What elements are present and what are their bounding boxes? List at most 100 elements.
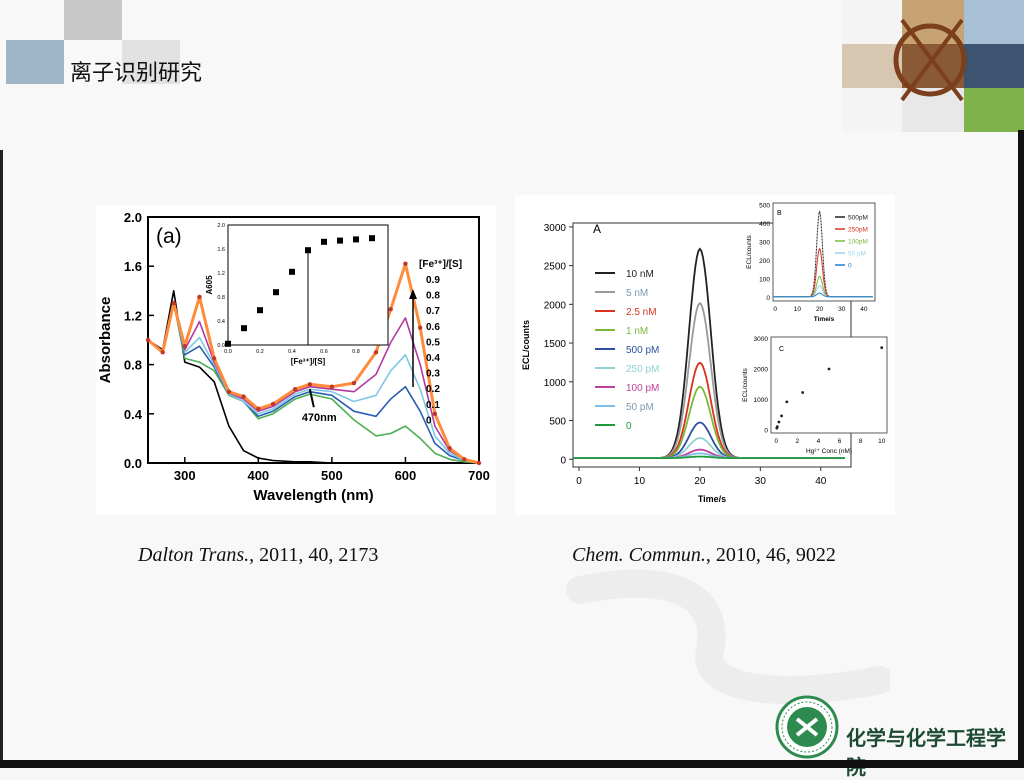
inset-c-frame — [770, 336, 888, 434]
series-point — [160, 350, 165, 355]
inset-point — [273, 289, 279, 296]
inset-x-axis-label: [Fe³⁺]/[S] — [291, 357, 326, 366]
legend-value: 0.9 — [426, 275, 440, 286]
inset-b-y-tick-label: 0 — [766, 295, 770, 302]
inset-point — [369, 235, 375, 242]
y-tick-label: 2500 — [544, 262, 567, 273]
inset-point — [241, 325, 247, 332]
inset-c-point — [780, 414, 783, 418]
panel-label: (a) — [156, 225, 182, 248]
inset-c-x-tick-label: 8 — [859, 438, 863, 445]
legend-value: 0.5 — [426, 337, 440, 348]
inset-c-x-axis-label: Hg²⁺ Conc (nM) — [806, 448, 852, 455]
inset-y-tick-label: 1.6 — [217, 247, 225, 253]
inset-point — [289, 268, 295, 275]
y-tick-label: 1.2 — [124, 308, 142, 323]
y-tick-label: 0.4 — [124, 407, 143, 422]
decor-square-blue — [6, 40, 64, 84]
legend-value: 0.6 — [426, 322, 440, 333]
y-tick-label: 500 — [549, 417, 566, 428]
frame-left — [0, 150, 3, 762]
y-axis-label: ECL/counts — [521, 320, 531, 370]
x-tick-label: 0 — [576, 476, 582, 487]
caption-left: Dalton Trans., 2011, 40, 2173 — [138, 544, 378, 567]
inset-point — [321, 238, 327, 245]
y-tick-label: 2000 — [544, 300, 567, 311]
series-line — [147, 302, 480, 464]
x-axis-label: Wavelength (nm) — [253, 487, 373, 504]
legend-label: 2.5 nM — [626, 307, 657, 318]
inset-x-tick-label: 0.4 — [288, 349, 296, 355]
inset-b-y-tick-label: 100 — [759, 276, 770, 283]
inset-c-point — [785, 400, 789, 404]
inset-b-x-tick-label: 20 — [816, 306, 824, 313]
inset-c-x-tick-label: 0 — [774, 438, 778, 445]
series-point — [351, 380, 357, 386]
x-tick-label: 300 — [174, 468, 196, 483]
legend-label: 10 nM — [626, 269, 654, 280]
inset-x-tick-label: 0.8 — [352, 349, 360, 355]
series-point — [388, 307, 393, 312]
series-point — [226, 389, 232, 394]
caption-right-journal: Chem. Commun. — [572, 544, 706, 566]
inset-x-tick-label: 0.2 — [256, 349, 264, 355]
inset-y-axis-label: A605 — [205, 275, 214, 295]
inset-y-tick-label: 1.2 — [217, 271, 225, 277]
series-point — [171, 300, 176, 306]
inset-point — [257, 307, 263, 314]
series-point — [403, 261, 408, 266]
inset-c-y-tick-label: 1000 — [754, 397, 769, 404]
inset-y-tick-label: 0.0 — [217, 343, 225, 349]
x-tick-label: 20 — [694, 476, 706, 487]
inset-c-point — [880, 346, 884, 350]
inset-c-x-tick-label: 10 — [878, 438, 886, 445]
inset-c-y-axis-label: ECL/counts — [742, 367, 749, 401]
inset-b-x-tick-label: 10 — [794, 306, 802, 313]
inset-b-trace — [773, 292, 873, 298]
inset-y-tick-label: 0.8 — [217, 295, 225, 301]
legend-label: 500 pM — [626, 345, 659, 356]
annotation-arrow — [308, 388, 315, 408]
x-tick-label: 700 — [468, 468, 490, 483]
y-tick-label: 0 — [560, 455, 566, 466]
legend-label: 0 — [626, 421, 632, 432]
inset-x-tick-label: 0.6 — [320, 349, 328, 355]
legend-value: 0.2 — [426, 384, 440, 395]
inset-b-y-tick-label: 500 — [759, 202, 770, 209]
inset-point — [337, 237, 343, 244]
caption-right-details: , 2010, 46, 9022 — [705, 544, 836, 566]
inset-b-x-tick-label: 0 — [773, 306, 777, 313]
series-point — [270, 401, 276, 407]
panel-label: A — [593, 222, 601, 236]
series-point — [417, 325, 423, 330]
inset-b-panel-label: B — [777, 210, 782, 217]
slide-title: 离子识别研究 — [70, 61, 203, 86]
series-point — [256, 406, 261, 412]
series-point — [182, 343, 187, 349]
legend-value: 0.3 — [426, 369, 440, 380]
series-line — [147, 302, 480, 464]
series-point — [241, 394, 246, 399]
inset-c-x-tick-label: 2 — [796, 438, 800, 445]
inset-c-x-tick-label: 4 — [817, 438, 821, 445]
inset-c-y-tick-label: 2000 — [754, 367, 769, 374]
legend-value: 0.4 — [426, 353, 440, 364]
x-tick-label: 10 — [634, 476, 646, 487]
inset-b-y-axis-label: ECL/counts — [746, 234, 753, 268]
legend-value: 0.7 — [426, 306, 440, 317]
inset-b-legend-label: 50 pM — [848, 251, 866, 258]
series-point — [447, 446, 452, 451]
y-axis-label: Absorbance — [97, 297, 114, 384]
background-swoosh — [566, 569, 890, 704]
inset-b-y-tick-label: 300 — [759, 239, 770, 246]
y-tick-label: 1500 — [544, 339, 567, 350]
caption-left-details: , 2011, 40, 2173 — [249, 544, 379, 566]
caption-right: Chem. Commun., 2010, 46, 9022 — [572, 544, 836, 567]
series-point — [197, 294, 202, 300]
legend-value: 0.8 — [426, 291, 440, 302]
x-axis-label: Time/s — [698, 494, 726, 504]
inset-y-tick-label: 0.4 — [217, 319, 225, 325]
inset-b-legend-label: 0 — [848, 263, 852, 270]
legend-label: 1 nM — [626, 326, 648, 337]
